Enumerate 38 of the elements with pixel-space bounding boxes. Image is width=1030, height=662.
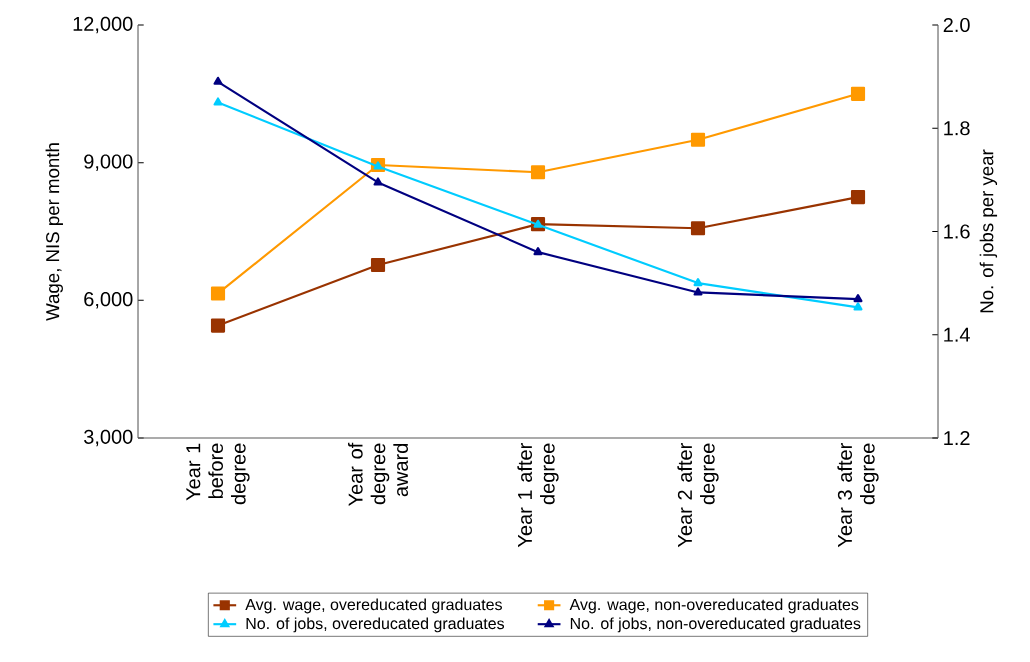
y-tick-label: 9,000 xyxy=(84,154,133,171)
legend-label: No. of jobs, overeducated graduates xyxy=(246,617,505,633)
point xyxy=(370,257,386,273)
x-tick-label: Year 3 after degree xyxy=(837,443,879,548)
y-tick-label: 6,000 xyxy=(84,292,133,309)
y2-axis-title: No. of jobs per year xyxy=(979,149,998,313)
y-tick-label: 3,000 xyxy=(84,429,133,447)
point xyxy=(853,302,863,311)
y-axis-title: Wage, NIS per month xyxy=(45,143,63,321)
point xyxy=(850,190,866,205)
y2-tick-label: 1.8 xyxy=(944,121,970,136)
legend-label: Avg. wage, overeducated graduates xyxy=(245,598,502,614)
point xyxy=(533,219,543,228)
x-tick-label: Year 1 after degree xyxy=(517,443,559,548)
x-tick-label: Year 2 after degree xyxy=(677,443,719,548)
point xyxy=(213,76,223,85)
y2-tick-label: 1.4 xyxy=(944,327,970,342)
point xyxy=(533,247,543,256)
point xyxy=(373,161,383,170)
point xyxy=(210,318,226,333)
point xyxy=(213,97,223,106)
legend-label: Avg. wage, non-overeducated graduates xyxy=(569,598,859,614)
y2-tick-label: 1.2 xyxy=(944,431,970,445)
point xyxy=(693,278,703,287)
point xyxy=(850,86,866,101)
point xyxy=(210,286,226,301)
point xyxy=(853,294,863,303)
point xyxy=(693,287,703,296)
legend-label: No. of jobs, non-overeducated graduates xyxy=(570,617,861,633)
point xyxy=(690,132,706,147)
y2-tick-label: 2.0 xyxy=(943,17,970,33)
point xyxy=(690,221,706,236)
y-tick-label: 12,000 xyxy=(73,16,133,34)
point xyxy=(530,165,546,180)
x-tick-label: Year 1 before degree xyxy=(186,443,250,505)
x-tick-label: Year of degree award xyxy=(348,442,408,507)
point xyxy=(373,177,383,186)
y2-tick-label: 1.6 xyxy=(944,224,970,239)
